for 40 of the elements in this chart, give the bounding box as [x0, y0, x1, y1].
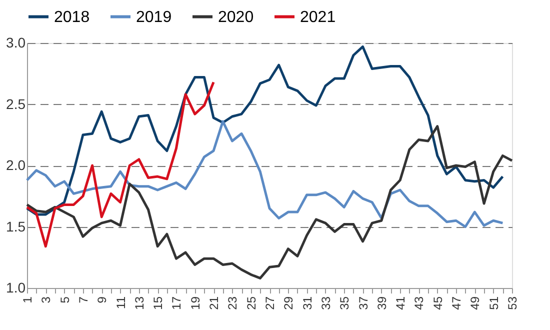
x-tick-label: 29 — [282, 296, 296, 310]
y-tick-label: 1.5 — [6, 218, 26, 234]
x-tick-label: 41 — [394, 296, 408, 310]
legend-label: 2020 — [218, 8, 254, 26]
x-tick-label: 1 — [20, 296, 34, 304]
x-tick-label: 45 — [430, 296, 445, 310]
line-series — [26, 125, 514, 280]
x-tick-label: 51 — [486, 296, 501, 310]
x-tick-label: 27 — [263, 296, 277, 310]
y-tick-label: 3.0 — [6, 34, 26, 50]
x-tick-label: 15 — [151, 296, 166, 310]
x-tick-label: 21 — [207, 296, 222, 310]
x-tick-label: 37 — [356, 296, 370, 310]
x-tick-label: 53 — [506, 296, 520, 310]
line-series — [26, 80, 215, 248]
x-tick-label: 33 — [318, 296, 333, 310]
x-tick-label: 3 — [39, 296, 54, 304]
x-tick-label: 31 — [300, 296, 314, 310]
x-tick-label: 5 — [58, 296, 72, 304]
x-tick-label: 9 — [95, 296, 110, 304]
line-series — [26, 120, 504, 228]
legend-label: 2021 — [300, 8, 336, 26]
legend-label: 2019 — [136, 8, 172, 26]
x-tick-label: 17 — [170, 296, 184, 310]
x-tick-label: 49 — [468, 296, 482, 310]
x-tick-label: 19 — [188, 296, 202, 310]
line-series — [26, 45, 504, 216]
x-tick-label: 11 — [114, 296, 128, 309]
x-tick-label: 13 — [132, 296, 146, 310]
x-tick-label: 23 — [226, 296, 240, 310]
y-tick-label: 2.0 — [6, 157, 26, 173]
legend-label: 2018 — [54, 8, 90, 26]
y-tick-label: 2.5 — [6, 96, 26, 112]
x-tick-label: 35 — [338, 296, 352, 310]
x-tick-label: 25 — [244, 296, 258, 310]
x-tick-label: 7 — [76, 296, 90, 304]
x-tick-label: 47 — [450, 296, 464, 310]
y-tick-label: 1.0 — [6, 280, 26, 296]
x-tick-label: 43 — [412, 296, 426, 310]
x-tick-label: 39 — [374, 296, 389, 310]
